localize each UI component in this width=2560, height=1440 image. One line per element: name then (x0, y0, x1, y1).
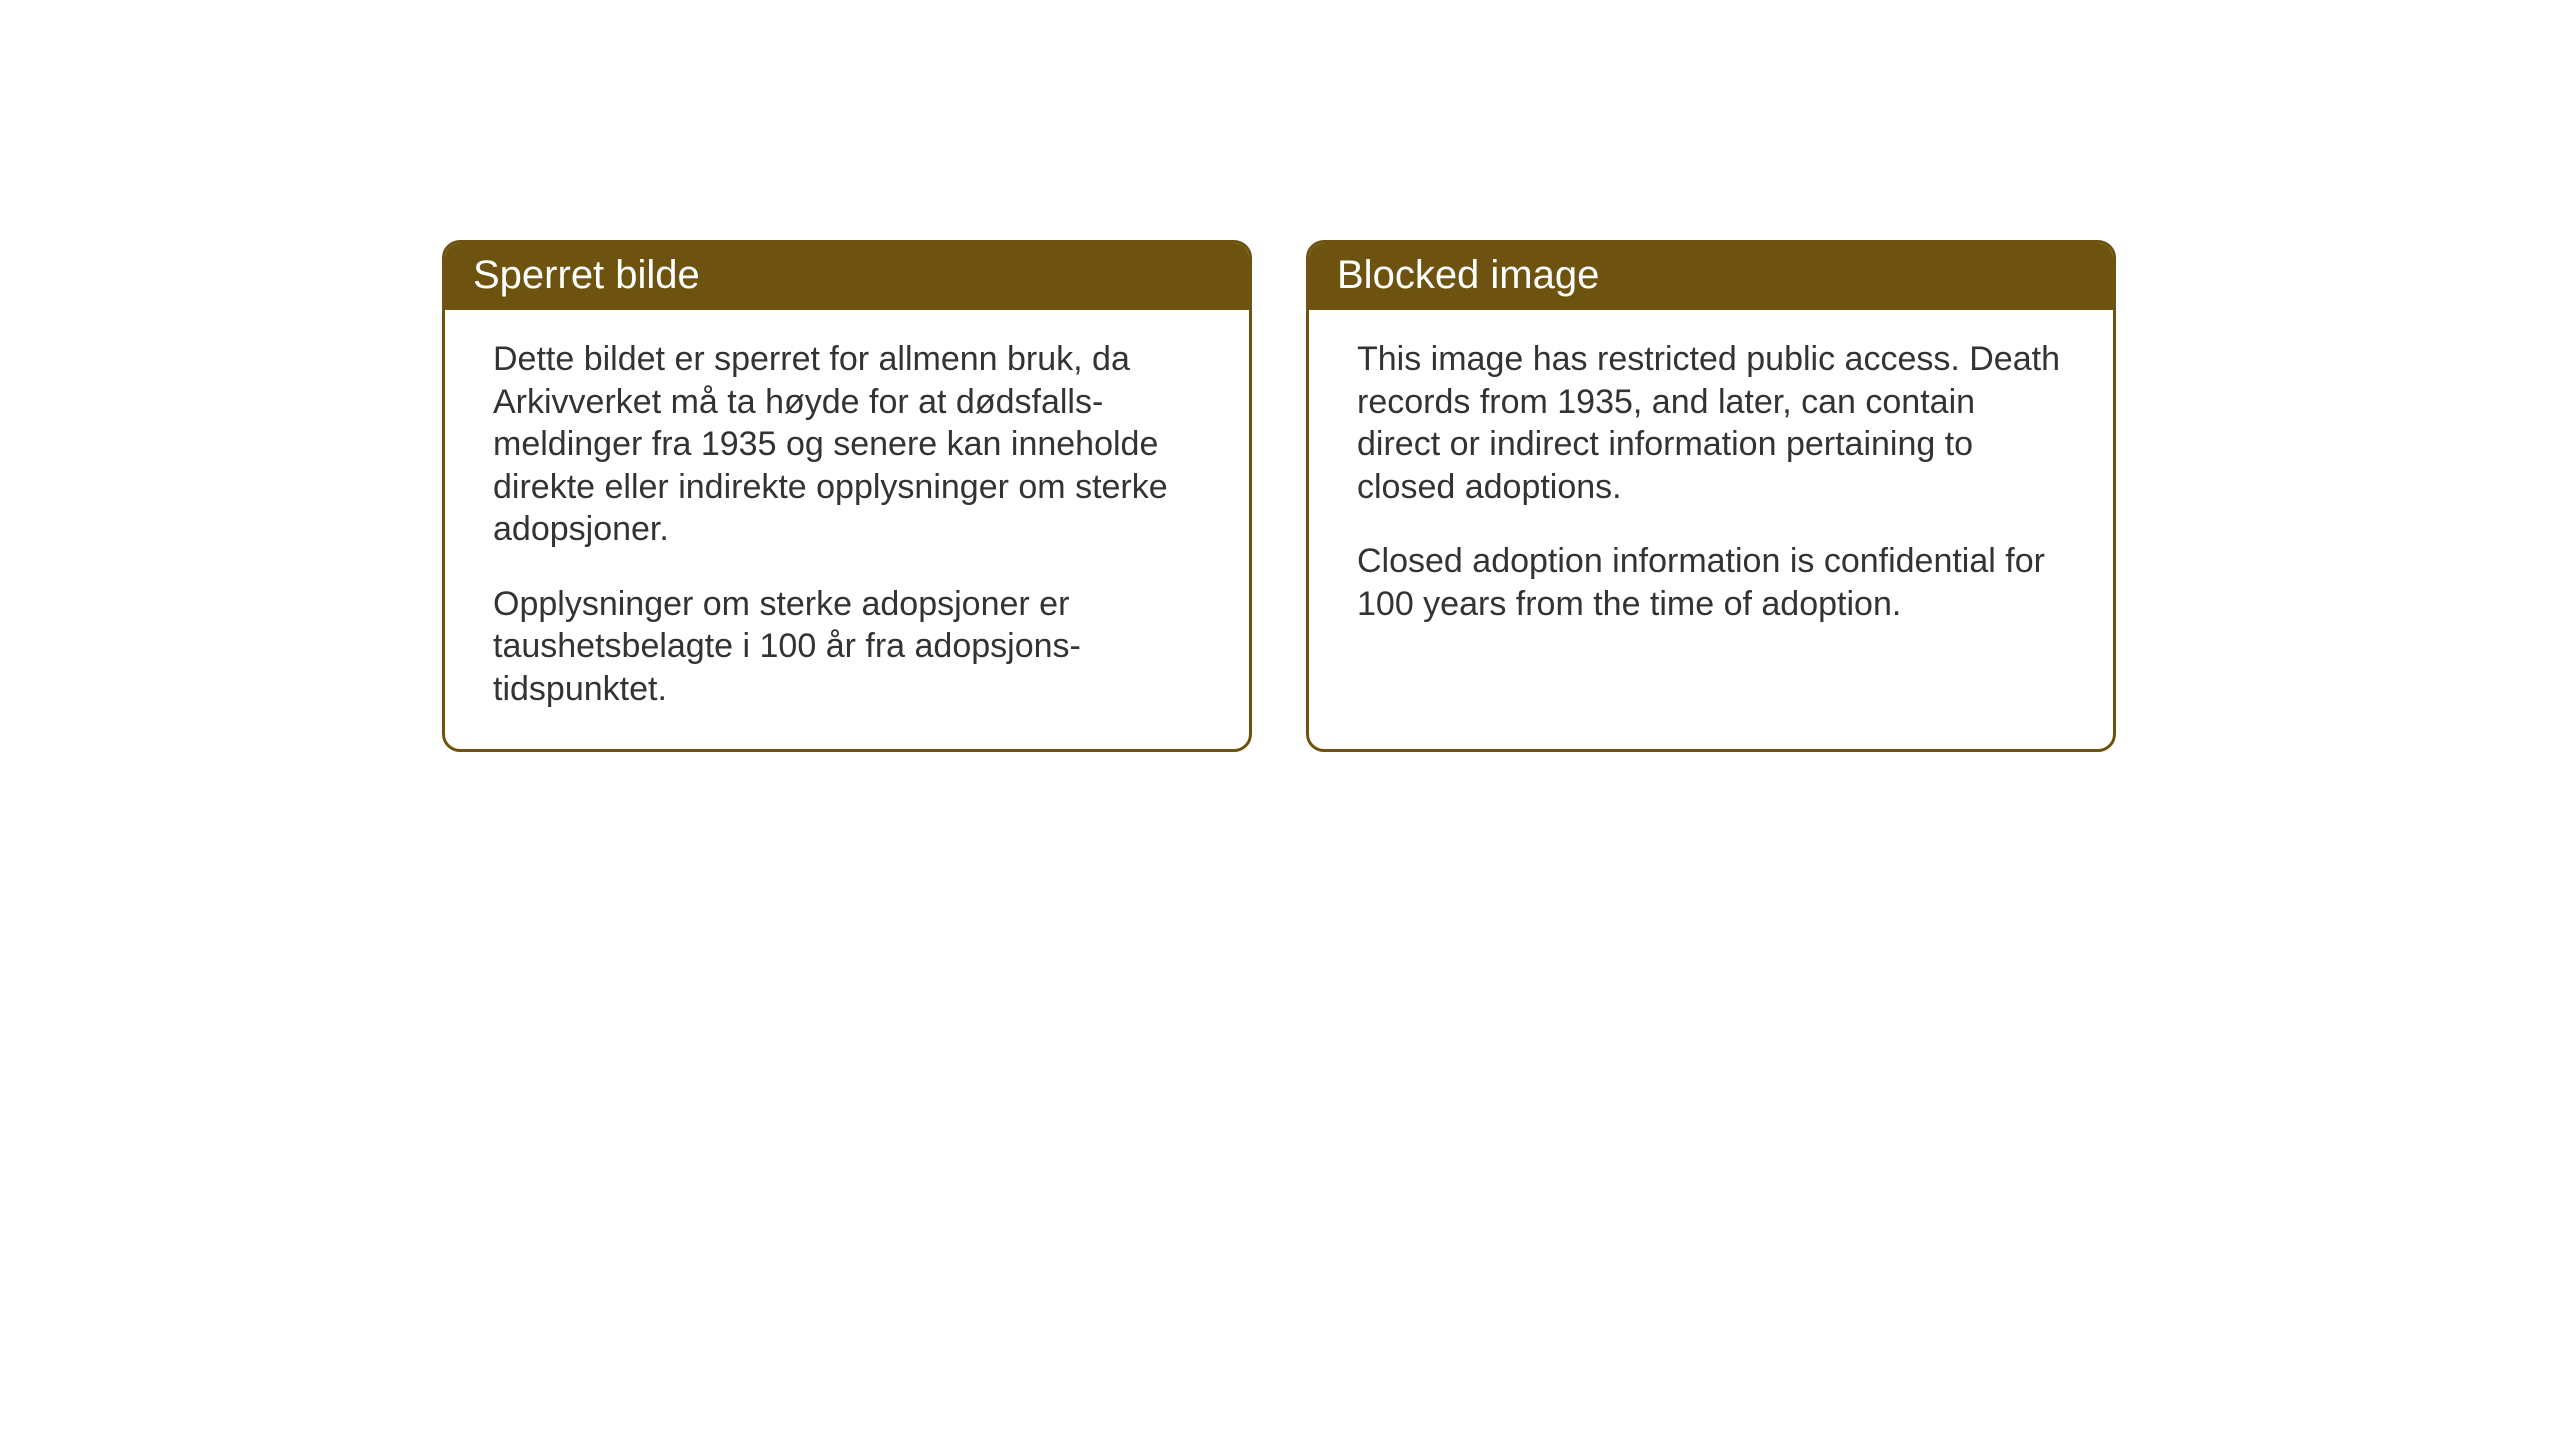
english-card-para1: This image has restricted public access.… (1357, 338, 2065, 508)
english-card-body: This image has restricted public access.… (1309, 310, 2113, 663)
english-card-para2: Closed adoption information is confident… (1357, 540, 2065, 625)
norwegian-card-para1: Dette bildet er sperret for allmenn bruk… (493, 338, 1201, 551)
english-card-title: Blocked image (1309, 243, 2113, 310)
english-card: Blocked image This image has restricted … (1306, 240, 2116, 752)
norwegian-card: Sperret bilde Dette bildet er sperret fo… (442, 240, 1252, 752)
cards-container: Sperret bilde Dette bildet er sperret fo… (0, 0, 2560, 752)
norwegian-card-para2: Opplysninger om sterke adopsjoner er tau… (493, 583, 1201, 711)
norwegian-card-body: Dette bildet er sperret for allmenn bruk… (445, 310, 1249, 748)
norwegian-card-title: Sperret bilde (445, 243, 1249, 310)
